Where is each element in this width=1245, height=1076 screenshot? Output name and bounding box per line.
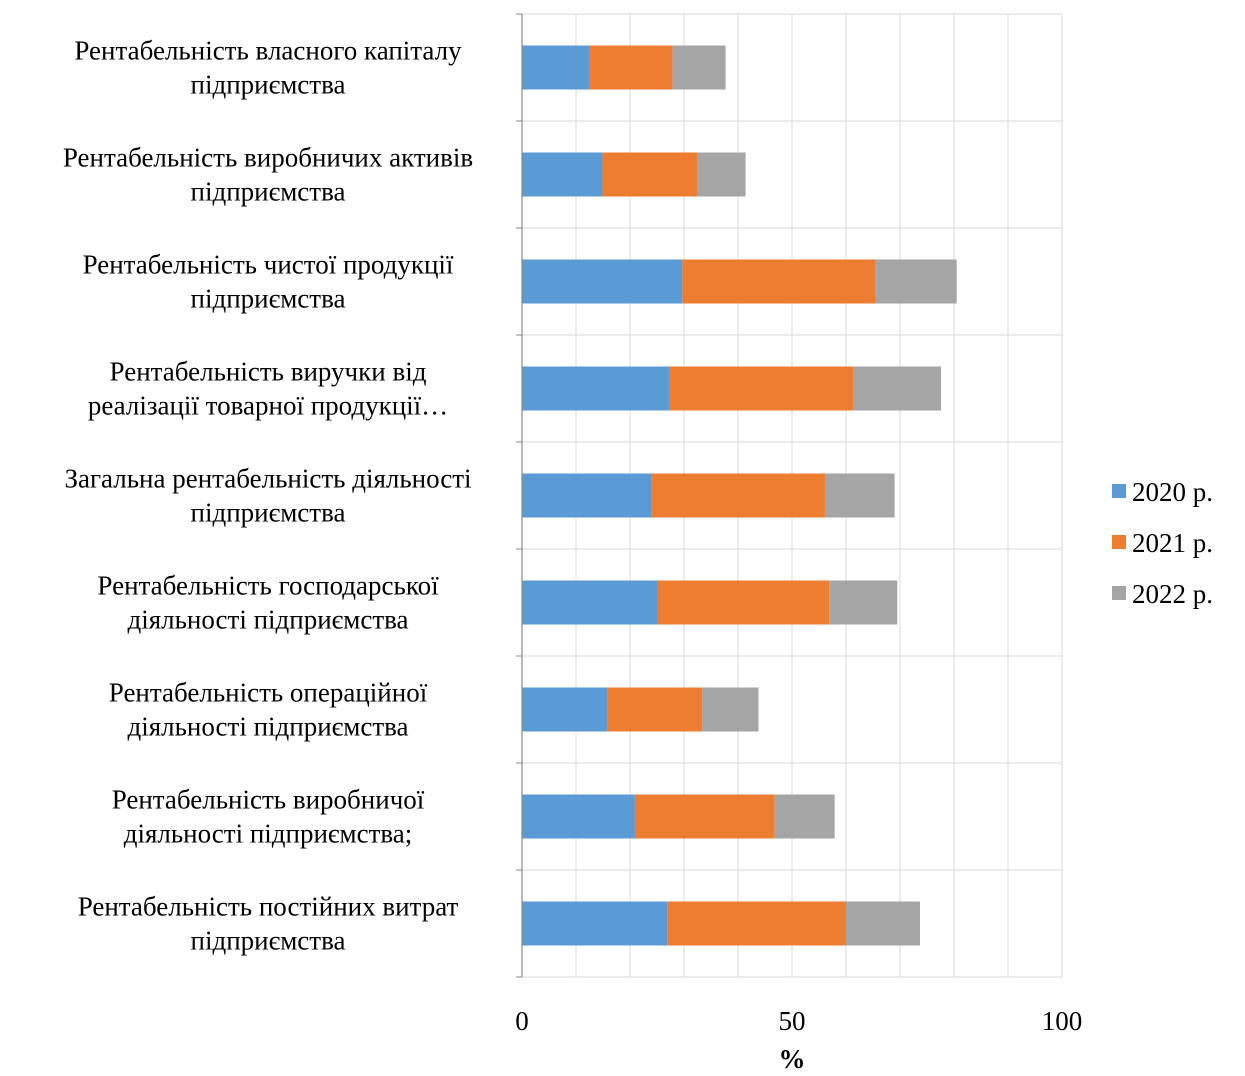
category-label-line: підприємства (191, 926, 346, 956)
bar-segment-2-row-6 (657, 580, 830, 625)
bar-segment-2-row-4 (669, 366, 854, 411)
bar-segment-3-row-6 (829, 580, 898, 625)
legend-label: 2020 р. (1132, 477, 1213, 507)
category-label-line: Рентабельність чистої продукції (83, 250, 454, 280)
bar-segment-1-row-7 (522, 687, 608, 732)
bar-segment-3-row-5 (824, 473, 895, 518)
bar-segment-3-row-2 (696, 152, 746, 197)
category-label-line: Загальна рентабельність діяльності (64, 464, 471, 494)
bar-segment-1-row-4 (522, 366, 670, 411)
category-label-line: підприємства (191, 70, 346, 100)
bar-segment-1-row-9 (522, 901, 668, 946)
category-label-line: Рентабельність виручки від (110, 357, 427, 387)
bar-segment-3-row-4 (853, 366, 942, 411)
bar-segment-1-row-1 (522, 45, 589, 90)
bar-segment-3-row-7 (702, 687, 759, 732)
category-label-line: підприємства (191, 177, 346, 207)
bar-segment-2-row-5 (651, 473, 825, 518)
category-label-line: підприємства (191, 498, 346, 528)
bar-segment-2-row-2 (602, 152, 697, 197)
legend-label: 2022 р. (1132, 579, 1213, 609)
bar-segment-3-row-3 (875, 259, 957, 304)
category-label-line: діяльності підприємства (127, 605, 408, 635)
bar-segment-3-row-8 (774, 794, 835, 839)
axes: 0 50 100% (515, 13, 1083, 1074)
legend: 2020 р. 2021 р. 2022 р. (1112, 477, 1213, 609)
x-axis-title: % (779, 1044, 806, 1071)
category-label-line: Рентабельність виробничої (112, 785, 425, 815)
bar-segment-2-row-8 (634, 794, 775, 839)
category-label-line: Рентабельність господарської (97, 571, 439, 601)
category-label-line: підприємства (191, 284, 346, 314)
bar-segment-2-row-1 (588, 45, 673, 90)
category-label-line: реалізації товарної продукції… (88, 391, 448, 421)
legend-label: 2021 р. (1132, 528, 1213, 558)
bar-segment-3-row-1 (672, 45, 726, 90)
x-tick-label: 100 (1042, 1006, 1083, 1036)
bar-segment-1-row-8 (522, 794, 635, 839)
category-label-line: Рентабельність постійних витрат (78, 892, 459, 922)
legend-swatch (1112, 484, 1126, 498)
category-labels: Рентабельність власного капіталу підприєм… (63, 36, 473, 956)
bar-segment-2-row-3 (682, 259, 876, 304)
category-label-line: Рентабельність власного капіталу (74, 36, 462, 66)
bars (522, 45, 957, 946)
bar-segment-1-row-2 (522, 152, 603, 197)
x-tick-label: 0 (515, 1006, 529, 1036)
bar-segment-2-row-7 (607, 687, 703, 732)
legend-swatch (1112, 586, 1126, 600)
category-label-line: діяльності підприємства; (124, 819, 413, 849)
bar-segment-1-row-6 (522, 580, 658, 625)
x-tick-label: 50 (779, 1006, 806, 1036)
bar-segment-1-row-5 (522, 473, 652, 518)
category-label-line: Рентабельність виробничих активів (63, 143, 473, 173)
bar-segment-3-row-9 (846, 901, 920, 946)
bar-segment-1-row-3 (522, 259, 683, 304)
category-label-line: Рентабельність операційної (109, 678, 428, 708)
category-label-line: діяльності підприємства (127, 712, 408, 742)
legend-swatch (1112, 535, 1126, 549)
bar-segment-2-row-9 (667, 901, 846, 946)
